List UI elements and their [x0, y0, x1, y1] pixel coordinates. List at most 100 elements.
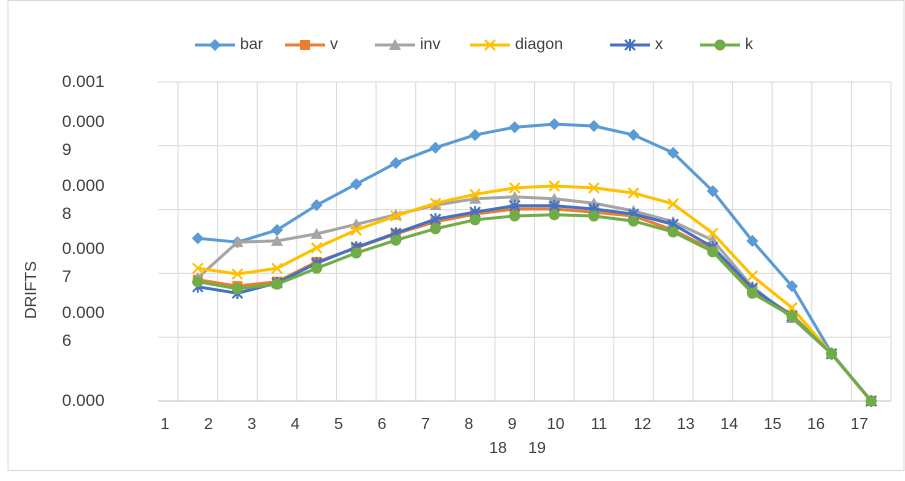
- marker: [508, 182, 521, 194]
- x-tick-label: 14: [720, 416, 738, 433]
- legend-label: x: [655, 36, 663, 53]
- marker: [271, 234, 284, 246]
- marker: [484, 39, 496, 51]
- x-tick-label: 8: [464, 416, 473, 433]
- marker: [390, 210, 402, 222]
- legend-label: k: [745, 36, 754, 53]
- marker: [350, 247, 362, 259]
- legend-label: diagon: [515, 36, 563, 53]
- x-tick-label: 5: [334, 416, 343, 433]
- marker: [707, 227, 719, 239]
- series-line: [197, 122, 873, 402]
- marker: [714, 39, 726, 51]
- marker: [469, 192, 482, 204]
- x-tick-label: 4: [291, 416, 300, 433]
- chart-frame: [7, 0, 905, 471]
- marker: [191, 232, 204, 245]
- marker: [469, 128, 482, 141]
- marker: [786, 302, 798, 314]
- series-line: [197, 213, 873, 402]
- marker: [509, 210, 521, 222]
- x-tick-label: 15: [764, 416, 782, 433]
- x-tick-label: 2: [204, 416, 213, 433]
- marker: [667, 146, 680, 159]
- marker: [300, 40, 310, 50]
- marker: [271, 262, 283, 275]
- marker: [548, 192, 561, 204]
- x-tick-label: 16: [807, 416, 825, 433]
- marker: [350, 224, 362, 236]
- y-tick-label: 0.001: [62, 72, 105, 91]
- series: [192, 209, 877, 407]
- marker: [865, 395, 877, 407]
- legend-label: bar: [240, 36, 264, 53]
- marker: [209, 39, 221, 51]
- x-tick-label: 13: [677, 416, 695, 433]
- marker: [706, 185, 719, 198]
- x-tick-label: 9: [508, 416, 517, 433]
- marker: [746, 287, 758, 299]
- marker: [429, 141, 442, 154]
- series-line: [197, 204, 873, 402]
- marker: [310, 227, 323, 239]
- marker: [192, 262, 204, 275]
- x-tick-label: 18: [489, 440, 507, 457]
- x-tick-label: 10: [547, 416, 565, 433]
- x-tick-label: 12: [634, 416, 652, 433]
- marker: [389, 157, 402, 170]
- y-tick-label: 0.0008: [62, 175, 105, 223]
- marker: [429, 223, 441, 235]
- x-tick-label: 7: [421, 416, 430, 433]
- legend-label: inv: [420, 36, 440, 53]
- marker: [624, 39, 636, 51]
- marker: [627, 128, 640, 141]
- y-tick-label: 0.000: [62, 391, 105, 410]
- marker: [389, 39, 401, 50]
- marker: [429, 197, 442, 209]
- marker: [785, 280, 798, 293]
- marker: [548, 118, 561, 131]
- marker: [588, 210, 600, 222]
- x-tick-label: 11: [591, 416, 608, 433]
- marker: [469, 188, 481, 200]
- x-tick-label: 3: [247, 416, 256, 433]
- marker: [548, 209, 560, 221]
- marker: [548, 180, 561, 192]
- marker: [706, 234, 719, 246]
- marker: [707, 246, 719, 258]
- marker: [311, 262, 323, 274]
- marker: [508, 190, 521, 202]
- series-line: [197, 184, 873, 402]
- x-tick-label: 17: [851, 416, 869, 433]
- marker: [786, 310, 798, 322]
- x-tick-label: 19: [528, 440, 546, 457]
- marker: [587, 120, 600, 133]
- marker: [627, 187, 640, 199]
- marker: [192, 276, 204, 288]
- marker: [310, 199, 323, 212]
- marker: [667, 226, 679, 238]
- marker: [508, 121, 521, 134]
- marker: [231, 236, 244, 248]
- marker: [588, 182, 600, 194]
- marker: [310, 242, 323, 254]
- marker: [746, 270, 759, 282]
- marker: [231, 283, 243, 295]
- legend-label: v: [330, 36, 338, 53]
- x-tick-label: 6: [378, 416, 387, 433]
- marker: [271, 224, 284, 237]
- marker: [508, 199, 521, 212]
- y-axis-label: DRIFTS: [23, 261, 40, 319]
- y-tick-label: 0.0009: [62, 111, 105, 159]
- marker: [628, 215, 640, 227]
- marker: [390, 234, 402, 246]
- marker: [667, 198, 679, 210]
- marker: [231, 268, 244, 280]
- marker: [746, 234, 759, 247]
- y-tick-label: 0.0007: [62, 239, 105, 287]
- marker: [469, 214, 481, 226]
- marker: [350, 178, 363, 191]
- marker: [429, 213, 442, 226]
